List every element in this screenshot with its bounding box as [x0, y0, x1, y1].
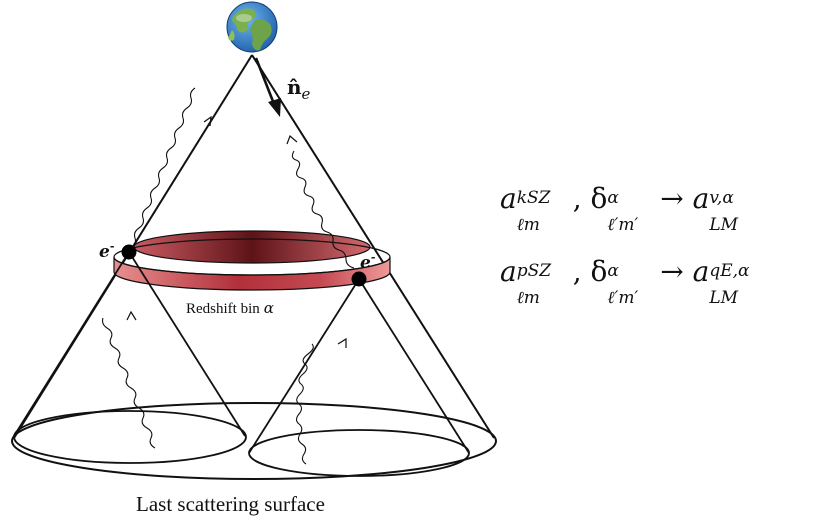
last-scattering-ellipse — [11, 402, 497, 480]
normal-vector-arrow — [254, 57, 281, 117]
earth-icon — [226, 1, 278, 53]
normal-vector-label: n̂e — [287, 75, 311, 103]
photon-paths — [101, 87, 355, 465]
photon-path-right-lower — [295, 343, 314, 465]
photon-path-right-upper — [291, 150, 355, 269]
electron-left — [121, 244, 137, 260]
photon-arrowheads — [126, 115, 347, 348]
left-electron-cone — [13, 251, 247, 464]
photon-path-left-lower — [101, 317, 156, 449]
electron-right — [351, 271, 367, 287]
right-electron-cone — [248, 278, 470, 477]
photon-path-left-upper — [130, 87, 196, 249]
electron-right-label: e- — [360, 251, 375, 273]
equation-ksz: a kSZ ℓm, δ α ℓ′m′ → a v,α LM — [500, 182, 739, 235]
redshift-bin-band — [113, 230, 391, 291]
electron-left-label: e- — [99, 240, 114, 262]
redshift-bin-label: Redshift bin α — [186, 299, 274, 317]
last-scattering-label: Last scattering surface — [136, 492, 325, 516]
equation-psz: a pSZ ℓm, δ α ℓ′m′ → a qE,α LM — [500, 255, 750, 308]
